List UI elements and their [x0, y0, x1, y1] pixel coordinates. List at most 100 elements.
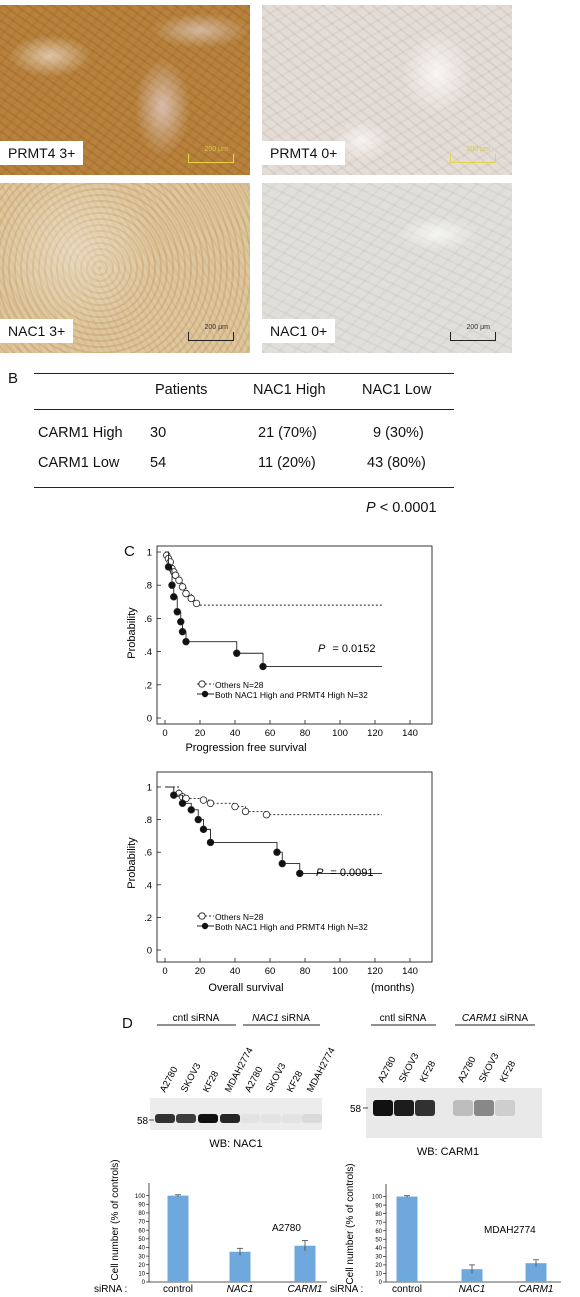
blot-caption: WB: CARM1 — [417, 1146, 479, 1158]
x-tick-label: 40 — [230, 728, 241, 739]
blot-bands — [155, 1114, 322, 1123]
km-censor-both-high — [233, 649, 241, 657]
bar-y-tick-label: 50 — [375, 1237, 382, 1243]
km-censor-others — [206, 799, 215, 807]
table-cell-nac1-high: 11 (20%) — [258, 455, 316, 471]
y-tick-label: .8 — [144, 581, 152, 592]
blot-lane-label: A2780 — [158, 1065, 181, 1094]
scale-bar — [450, 154, 496, 163]
legend-label-both-high: Both NAC1 High and PRMT4 High N=32 — [215, 922, 368, 932]
y-tick-label: .2 — [144, 913, 152, 924]
blot-lane-label: MDAH2774 — [305, 1046, 338, 1095]
bar-cell-line-label: A2780 — [272, 1223, 301, 1234]
km-y-ticks: 0 .2 .4 .6 .8 1 — [144, 783, 161, 957]
bar-y-tick-label: 60 — [375, 1229, 382, 1235]
bar-y-tick-label: 40 — [138, 1246, 145, 1252]
km-y-ticks: 0 .2 .4 .6 .8 1 — [144, 548, 161, 725]
km-curve-others — [165, 786, 382, 816]
km-censor-others — [231, 802, 239, 811]
km-legend: Others N=28 Both NAC1 High and PRMT4 Hig… — [197, 680, 368, 700]
blot-lane-label: A2780 — [456, 1055, 479, 1084]
km-plot-frame — [156, 771, 433, 963]
bar-y-tick-label: 70 — [138, 1220, 145, 1226]
km-pvalue: P = 0.0152 — [318, 643, 376, 655]
table-cell-patients: 30 — [150, 425, 167, 441]
micrograph-label: NAC1 0+ — [262, 319, 336, 343]
bar-y-tick-label: 10 — [138, 1272, 145, 1278]
bar-y-axis-label: Cell number (% of controls) — [110, 1159, 121, 1280]
bar-cell-line-label: MDAH2774 — [484, 1225, 536, 1236]
blot-lane-label: KF28 — [285, 1069, 305, 1094]
km-censor-both-high — [296, 869, 304, 878]
km-x-ticks: 0 20 40 60 80 100 120 140 — [162, 720, 418, 739]
bar-x-label: NAC1 — [459, 1284, 486, 1295]
blot-group-suffix: siRNA — [279, 1013, 310, 1024]
blot-gene-name: NAC1 — [252, 1013, 279, 1024]
km-censor-both-high — [170, 593, 178, 601]
bar-x-label: CARM1 — [287, 1284, 322, 1295]
km-censor-both-high — [199, 825, 208, 834]
bar-x-labels: control NAC1 CARM1 — [392, 1284, 554, 1295]
x-tick-label: 80 — [300, 728, 311, 739]
legend-marker-both-high — [201, 690, 209, 698]
bar-y-tick-label: 50 — [138, 1237, 145, 1243]
y-tick-label: 1 — [147, 783, 152, 794]
y-tick-label: .4 — [144, 880, 152, 891]
blot-band — [495, 1100, 515, 1116]
km-censor-both-high — [177, 618, 185, 626]
bar-carm1 — [525, 1263, 547, 1282]
bar-y-tick-label: 60 — [138, 1228, 145, 1234]
bar-y-tick-label: 40 — [375, 1246, 382, 1252]
y-tick-label: .6 — [144, 848, 152, 859]
blot-band — [198, 1114, 218, 1123]
panel-letter-d: D — [122, 1015, 133, 1032]
legend-marker-others — [198, 912, 206, 920]
bar-y-tick-label: 80 — [138, 1211, 145, 1217]
x-tick-label: 140 — [402, 728, 418, 739]
legend-label-others: Others N=28 — [215, 912, 264, 922]
km-y-axis-label: Probability — [126, 837, 138, 889]
km-chart-progression-free: 0 .2 .4 .6 .8 1 0 20 40 60 80 100 120 140 Probabilit… — [126, 545, 433, 754]
table-row-label: CARM1 Low — [38, 455, 120, 471]
blot-band — [261, 1114, 281, 1123]
bar-nac1 — [461, 1269, 483, 1282]
panel-letter-b: B — [8, 370, 19, 387]
blot-lane-label: KF28 — [201, 1069, 221, 1094]
km-curves — [165, 786, 382, 878]
bar-sirna-prefix: siRNA : — [330, 1284, 363, 1295]
bar-x-label: control — [163, 1284, 193, 1295]
bar-control — [167, 1195, 189, 1282]
blot-band — [220, 1114, 240, 1123]
table-header-nac1-low: NAC1 Low — [362, 382, 432, 398]
blot-band — [240, 1114, 260, 1123]
km-censor-both-high — [178, 799, 187, 807]
km-censor-others — [187, 594, 195, 603]
scale-bar-label: 200 μm — [466, 146, 491, 153]
km-x-ticks: 0 20 40 60 80 100 120 140 — [162, 958, 418, 977]
bar-y-tick-label: 90 — [375, 1203, 382, 1209]
km-censor-others — [182, 589, 190, 598]
y-tick-label: 0 — [147, 946, 152, 957]
bar-x-label: NAC1 — [227, 1284, 254, 1295]
blot-gene-name: CARM1 — [462, 1013, 497, 1024]
bar-y-tick-label: 0 — [142, 1280, 146, 1286]
bar-marks — [396, 1195, 547, 1282]
y-tick-label: 1 — [147, 548, 152, 559]
bar-y-tick-label: 100 — [135, 1194, 146, 1200]
pvalue-text: < 0.0001 — [379, 500, 437, 516]
bar-y-tick-label: 10 — [375, 1272, 382, 1278]
km-censor-both-high — [173, 608, 181, 616]
km-x-axis-label: Overall survival — [208, 982, 283, 994]
table-pvalue: P < 0.0001 — [366, 500, 437, 516]
table-cell-nac1-low: 9 (30%) — [373, 425, 424, 441]
table-header-patients: Patients — [155, 382, 208, 398]
km-pvalue-text: = 0.0091 — [330, 867, 373, 879]
km-y-axis-label: Probability — [126, 607, 138, 659]
blot-mw-marker: 58 — [137, 1116, 149, 1127]
scale-bar — [188, 332, 234, 341]
km-censor-both-high — [259, 662, 267, 671]
blot-mw-marker: 58 — [350, 1104, 362, 1115]
km-censor-others — [175, 576, 183, 584]
